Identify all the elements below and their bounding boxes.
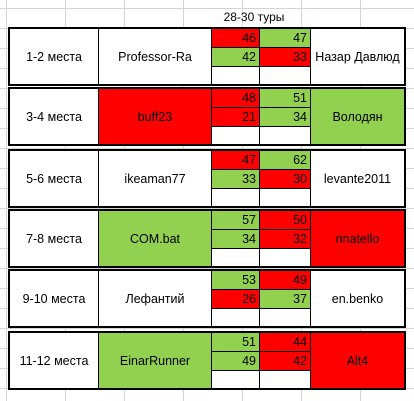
match-block: 11-12 места EinarRunner 51 44 49 42 Alt4	[8, 331, 406, 390]
empty-score-cell[interactable]	[260, 189, 310, 206]
away-score-cell[interactable]: 44	[260, 333, 310, 352]
away-score-cell[interactable]: 49	[260, 271, 310, 290]
score-row: 57 50	[212, 211, 310, 230]
score-row: 42 33	[212, 48, 310, 67]
home-player-cell[interactable]: COM.bat	[99, 211, 212, 266]
away-score-cell[interactable]: 34	[260, 108, 310, 127]
score-row: 33 30	[212, 170, 310, 189]
home-player-cell[interactable]: Professor-Ra	[99, 29, 212, 84]
empty-score-cell[interactable]	[212, 189, 260, 206]
away-player-cell[interactable]: Назар Давлюд	[310, 29, 404, 84]
empty-score-cell[interactable]	[260, 371, 310, 388]
home-score-cell[interactable]: 46	[212, 29, 260, 48]
home-score-cell[interactable]: 26	[212, 290, 260, 309]
score-cells: 47 62 33 30	[212, 151, 310, 206]
empty-score-cell[interactable]	[212, 309, 260, 326]
place-cell[interactable]: 9-10 места	[10, 271, 99, 326]
score-cells: 51 44 49 42	[212, 333, 310, 388]
place-cell[interactable]: 5-6 места	[10, 151, 99, 206]
home-score-cell[interactable]: 33	[212, 170, 260, 189]
match-block: 7-8 места COM.bat 57 50 34 32 rinatello	[8, 209, 406, 268]
score-row: 21 34	[212, 108, 310, 127]
home-player-cell[interactable]: buff23	[99, 89, 212, 144]
place-cell[interactable]: 11-12 места	[10, 333, 99, 388]
score-row: 49 42	[212, 352, 310, 371]
away-player-cell[interactable]: rinatello	[310, 211, 404, 266]
score-cells: 48 51 21 34	[212, 89, 310, 144]
round-header[interactable]: 28-30 туры	[223, 10, 285, 24]
home-score-cell[interactable]: 49	[212, 352, 260, 371]
empty-score-cell[interactable]	[212, 67, 260, 84]
home-player-cell[interactable]: EinarRunner	[99, 333, 212, 388]
score-row-empty	[212, 249, 310, 266]
score-row-empty	[212, 371, 310, 388]
away-player-cell[interactable]: Володян	[310, 89, 404, 144]
home-player-cell[interactable]: Лефантий	[99, 271, 212, 326]
away-player-cell[interactable]: Alt4	[310, 333, 404, 388]
empty-score-cell[interactable]	[212, 249, 260, 266]
match-block: 9-10 места Лефантий 53 49 26 37 en.benko	[8, 269, 406, 328]
home-score-cell[interactable]: 47	[212, 151, 260, 170]
home-score-cell[interactable]: 53	[212, 271, 260, 290]
away-score-cell[interactable]: 32	[260, 230, 310, 249]
away-score-cell[interactable]: 33	[260, 48, 310, 67]
place-cell[interactable]: 1-2 места	[10, 29, 99, 84]
score-row: 26 37	[212, 290, 310, 309]
away-score-cell[interactable]: 42	[260, 352, 310, 371]
empty-score-cell[interactable]	[260, 249, 310, 266]
home-score-cell[interactable]: 48	[212, 89, 260, 108]
score-row: 47 62	[212, 151, 310, 170]
away-score-cell[interactable]: 51	[260, 89, 310, 108]
empty-score-cell[interactable]	[260, 67, 310, 84]
empty-score-cell[interactable]	[260, 127, 310, 144]
score-row: 51 44	[212, 333, 310, 352]
score-cells: 57 50 34 32	[212, 211, 310, 266]
away-score-cell[interactable]: 30	[260, 170, 310, 189]
score-row: 48 51	[212, 89, 310, 108]
away-score-cell[interactable]: 37	[260, 290, 310, 309]
home-score-cell[interactable]: 51	[212, 333, 260, 352]
place-cell[interactable]: 7-8 места	[10, 211, 99, 266]
empty-score-cell[interactable]	[212, 371, 260, 388]
away-player-cell[interactable]: levante2011	[310, 151, 404, 206]
away-score-cell[interactable]: 47	[260, 29, 310, 48]
match-block: 1-2 места Professor-Ra 46 47 42 33 Назар…	[8, 27, 406, 86]
score-row: 53 49	[212, 271, 310, 290]
away-score-cell[interactable]: 50	[260, 211, 310, 230]
home-score-cell[interactable]: 57	[212, 211, 260, 230]
score-row-empty	[212, 189, 310, 206]
empty-score-cell[interactable]	[260, 309, 310, 326]
home-score-cell[interactable]: 34	[212, 230, 260, 249]
score-row-empty	[212, 309, 310, 326]
score-row-empty	[212, 67, 310, 84]
home-score-cell[interactable]: 21	[212, 108, 260, 127]
score-row: 34 32	[212, 230, 310, 249]
score-row: 46 47	[212, 29, 310, 48]
away-score-cell[interactable]: 62	[260, 151, 310, 170]
score-cells: 46 47 42 33	[212, 29, 310, 84]
match-block: 3-4 места buff23 48 51 21 34 Володян	[8, 87, 406, 146]
home-player-cell[interactable]: ikeaman77	[99, 151, 212, 206]
away-player-cell[interactable]: en.benko	[310, 271, 404, 326]
score-cells: 53 49 26 37	[212, 271, 310, 326]
score-row-empty	[212, 127, 310, 144]
place-cell[interactable]: 3-4 места	[10, 89, 99, 144]
empty-score-cell[interactable]	[212, 127, 260, 144]
match-block: 5-6 места ikeaman77 47 62 33 30 levante2…	[8, 149, 406, 208]
home-score-cell[interactable]: 42	[212, 48, 260, 67]
